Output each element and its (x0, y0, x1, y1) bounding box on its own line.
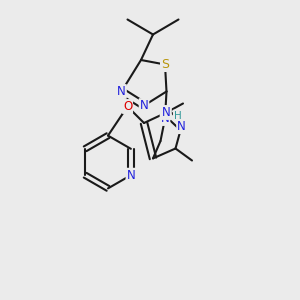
Text: O: O (123, 100, 132, 113)
Text: N: N (140, 99, 148, 112)
Text: N: N (117, 85, 126, 98)
Text: H: H (174, 110, 182, 121)
Text: N: N (127, 169, 135, 182)
Text: N: N (160, 112, 169, 125)
Text: N: N (177, 120, 186, 133)
Text: S: S (161, 58, 169, 71)
Text: N: N (162, 106, 171, 119)
